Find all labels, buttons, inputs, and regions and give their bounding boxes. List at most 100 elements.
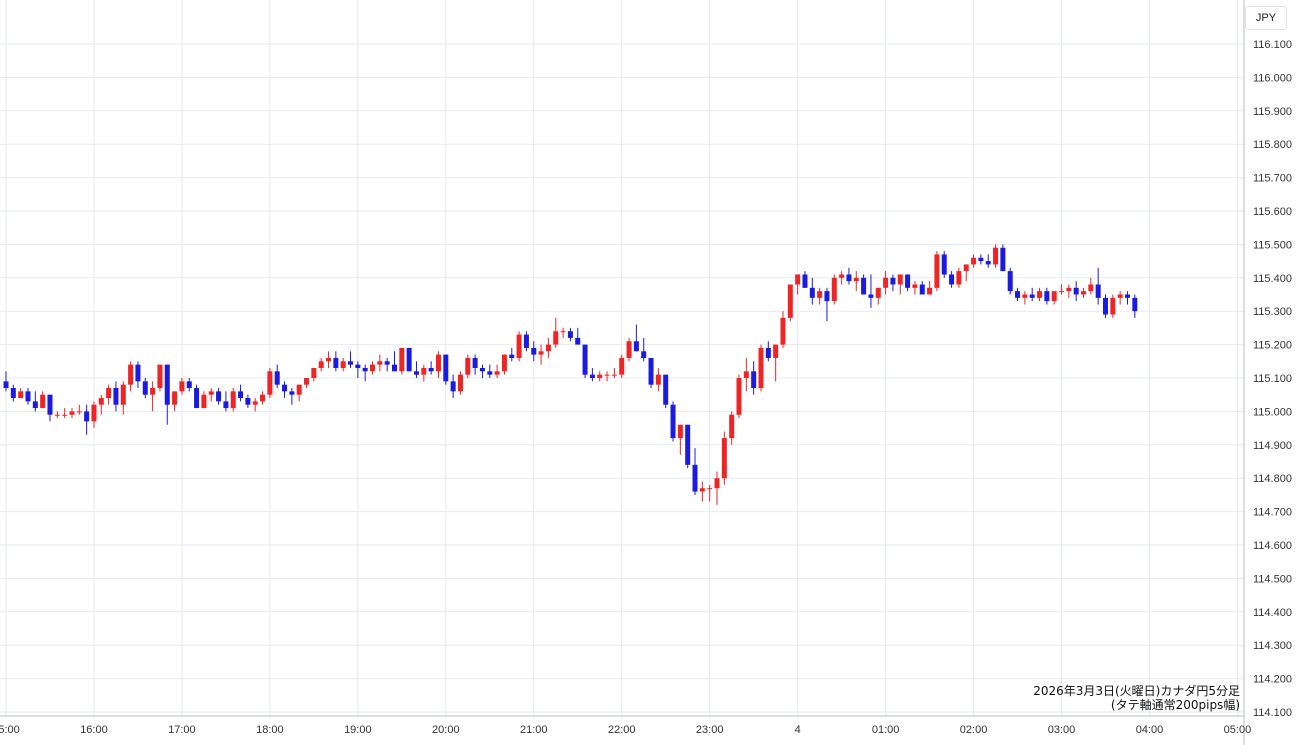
candle-body [751, 371, 757, 389]
candle-body [626, 341, 632, 358]
candle [120, 381, 126, 415]
candle [238, 384, 244, 402]
candle-body [282, 384, 288, 392]
candle [861, 274, 867, 295]
candle-body [54, 414, 60, 416]
candle [230, 388, 236, 412]
candle-body [157, 364, 163, 389]
candle [25, 388, 31, 405]
candle [1095, 267, 1101, 305]
candle [135, 361, 141, 389]
price-tick-label: 115.300 [1253, 306, 1292, 318]
candle [729, 411, 735, 445]
candle-body [47, 394, 53, 415]
candle-body [179, 381, 185, 392]
candle [567, 327, 573, 342]
candle-body [861, 277, 867, 295]
candle [1124, 291, 1130, 305]
candle-body [1037, 291, 1043, 298]
price-tick-label: 115.900 [1253, 106, 1292, 118]
candle-body [765, 347, 771, 358]
candle-body [663, 374, 669, 405]
candle-body [76, 411, 82, 413]
time-tick-label: 19:00 [344, 724, 372, 736]
price-tick-label: 114.500 [1253, 573, 1292, 585]
candle [413, 361, 419, 378]
candle-body [18, 391, 24, 399]
candle [1059, 284, 1065, 295]
candle-body [1015, 291, 1021, 298]
candle [384, 357, 390, 372]
candle-body [391, 364, 397, 372]
candle [348, 351, 354, 368]
candle [516, 331, 522, 362]
candle [208, 388, 214, 402]
candle [699, 481, 705, 502]
currency-label: JPY [1245, 6, 1287, 30]
candle-body [729, 414, 735, 439]
candle-body [905, 274, 911, 288]
candle [479, 364, 485, 378]
candle-body [1117, 294, 1123, 298]
candle-body [465, 357, 471, 375]
candle-body [817, 291, 823, 298]
candle-body [370, 364, 375, 372]
candle [289, 388, 295, 405]
time-tick-label: 01:00 [872, 724, 900, 736]
candle-body [575, 337, 581, 345]
candle-body [1132, 297, 1138, 312]
candle-body [956, 271, 962, 285]
candle [194, 384, 200, 409]
candle-body [274, 371, 280, 385]
candle-body [450, 381, 456, 392]
candle-body [773, 344, 779, 358]
candle [905, 274, 911, 292]
candle [773, 344, 779, 382]
candle [707, 484, 713, 502]
candle-body [62, 414, 68, 416]
candle [84, 404, 90, 435]
price-tick-label: 114.700 [1253, 507, 1292, 519]
candle-body [128, 364, 134, 385]
time-tick-label: 21:00 [520, 724, 548, 736]
price-tick-label: 114.900 [1253, 440, 1292, 452]
candle [62, 408, 68, 419]
candle [509, 347, 515, 362]
candle-body [194, 388, 200, 409]
candle-body [597, 374, 603, 378]
candle-body [685, 424, 691, 465]
candle [655, 367, 661, 392]
candle-body [604, 374, 610, 376]
candle [875, 287, 881, 305]
price-tick-label: 115.700 [1253, 173, 1292, 185]
candle [1110, 294, 1116, 318]
candle [692, 448, 698, 495]
candle [934, 251, 940, 292]
candle [824, 287, 830, 322]
candle [890, 274, 896, 292]
candle [1103, 294, 1108, 318]
candle-body [1110, 297, 1116, 315]
candle [10, 384, 16, 402]
candle-body [949, 274, 955, 285]
candle-body [736, 378, 742, 415]
candle [362, 364, 368, 382]
candle [1088, 277, 1094, 295]
candle [685, 424, 691, 469]
candle-body [413, 371, 419, 375]
candle-body [1124, 294, 1130, 298]
candle-body [934, 254, 940, 288]
candle-body [399, 347, 405, 372]
candle [245, 394, 251, 409]
candle [912, 281, 918, 295]
candle-body [868, 294, 874, 298]
price-tick-label: 115.100 [1253, 373, 1292, 385]
candle-body [10, 388, 16, 399]
candle [304, 378, 310, 389]
candle [76, 404, 82, 415]
candle-body [406, 347, 412, 372]
candle [1073, 281, 1079, 302]
candle-body [560, 331, 566, 333]
candle-body [787, 284, 793, 318]
candle [663, 374, 669, 409]
